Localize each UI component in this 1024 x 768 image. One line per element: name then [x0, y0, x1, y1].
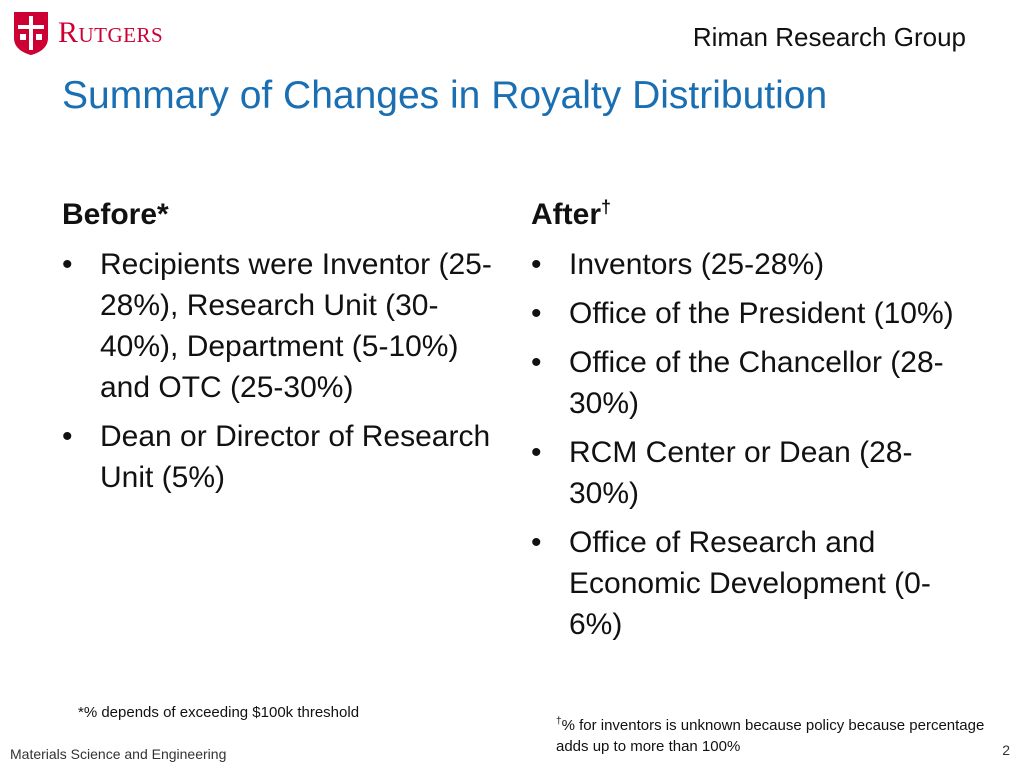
before-column: Before* Recipients were Inventor (25-28%… — [62, 196, 502, 506]
after-column: After† Inventors (25-28%) Office of the … — [531, 196, 971, 653]
after-item-chancellor: Office of the Chancellor (28-30%) — [531, 342, 971, 424]
after-footnote: †% for inventors is unknown because poli… — [556, 711, 986, 757]
before-footnote: *% depends of exceeding $100k threshold — [78, 704, 360, 721]
before-item-dean: Dean or Director of Research Unit (5%) — [62, 416, 502, 498]
footer-department: Materials Science and Engineering — [10, 746, 227, 762]
after-footnote-text: % for inventors is unknown because polic… — [556, 717, 985, 755]
rutgers-logo: Rutgers — [12, 10, 163, 56]
before-item-recipients: Recipients were Inventor (25-28%), Resea… — [62, 244, 502, 408]
after-heading: After† — [531, 196, 971, 234]
before-heading: Before* — [62, 198, 169, 231]
research-group-name: Riman Research Group — [692, 22, 966, 52]
after-list: Inventors (25-28%) Office of the Preside… — [531, 244, 971, 645]
footnote-dagger-mark: † — [556, 716, 562, 727]
page-number: 2 — [1002, 742, 1010, 758]
after-heading-text: After — [531, 198, 602, 231]
slide-title: Summary of Changes in Royalty Distributi… — [62, 74, 828, 117]
after-item-rcm-dean: RCM Center or Dean (28-30%) — [531, 432, 971, 514]
logo-wordmark: Rutgers — [58, 16, 164, 49]
dagger-mark: † — [601, 197, 612, 217]
after-item-research-office: Office of Research and Economic Developm… — [531, 522, 971, 645]
after-item-inventors: Inventors (25-28%) — [531, 244, 971, 285]
rutgers-shield-icon — [14, 12, 48, 55]
before-list: Recipients were Inventor (25-28%), Resea… — [62, 244, 502, 498]
after-item-president: Office of the President (10%) — [531, 293, 971, 334]
